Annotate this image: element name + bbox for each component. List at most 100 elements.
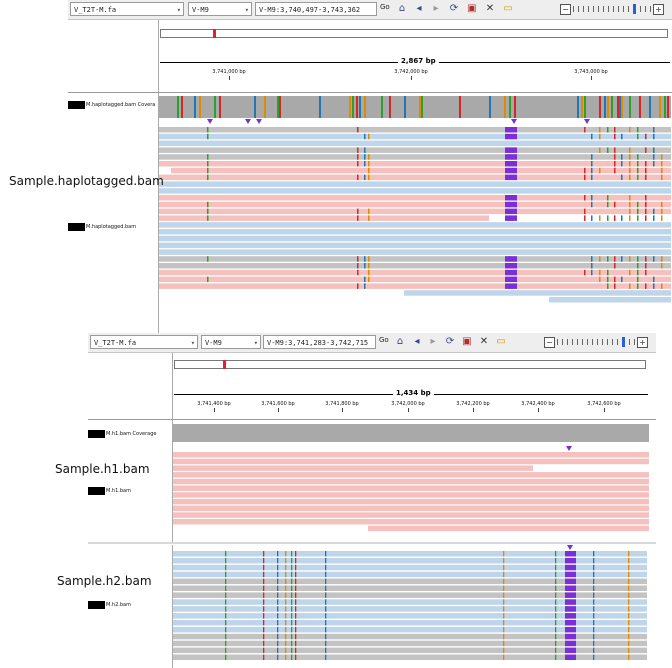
- mismatch-mark: [364, 263, 366, 269]
- coverage-variant-bar: [629, 96, 631, 118]
- mismatch-mark: [593, 578, 595, 585]
- bottom-zoom-slider[interactable]: − +: [544, 336, 648, 348]
- popup-icon[interactable]: ▭: [496, 336, 506, 347]
- h2-sample-label: Sample.h2.bam: [57, 574, 152, 588]
- mismatch-mark: [645, 161, 647, 167]
- mismatch-mark: [285, 633, 287, 640]
- top-genome-select[interactable]: V_T2T-M.fa ▾: [70, 2, 184, 16]
- mismatch-mark: [207, 174, 209, 181]
- h1-alignment-canvas[interactable]: [173, 420, 649, 542]
- home-icon[interactable]: ⌂: [398, 3, 406, 14]
- mismatch-mark: [629, 283, 631, 289]
- region-icon[interactable]: ▣: [462, 336, 472, 347]
- mismatch-mark: [591, 256, 593, 262]
- h2-alignment-track-name[interactable]: M.h2.bam: [106, 602, 131, 608]
- mismatch-mark: [593, 654, 595, 660]
- refresh-icon[interactable]: ⟳: [449, 3, 459, 14]
- mismatch-mark: [555, 606, 557, 612]
- popup-icon[interactable]: ▭: [503, 3, 513, 14]
- coverage-variant-bar: [389, 96, 391, 118]
- h2-alignment-canvas[interactable]: [173, 545, 649, 668]
- alignment-read: [173, 519, 649, 525]
- insertion-label: [505, 147, 517, 153]
- refresh-icon[interactable]: ⟳: [445, 336, 455, 347]
- mismatch-mark: [645, 201, 647, 208]
- h1-coverage-track-name[interactable]: M.h1.bam Coverage: [106, 431, 157, 437]
- mismatch-mark: [263, 626, 265, 633]
- mismatch-mark: [503, 606, 505, 612]
- close-icon[interactable]: ✕: [479, 336, 489, 347]
- bottom-genome-select[interactable]: V_T2T-M.fa ▾: [90, 335, 198, 349]
- mismatch-mark: [645, 263, 647, 269]
- alignment-read: [159, 147, 671, 153]
- alignment-read: [173, 626, 647, 633]
- zoom-out-icon[interactable]: −: [560, 3, 571, 15]
- bottom-ruler-panel: 1,434 bp 3,741,400 bp 3,741,600 bp 3,741…: [88, 353, 656, 420]
- mismatch-mark: [503, 654, 505, 660]
- top-go-button[interactable]: Go: [380, 3, 390, 11]
- forward-icon[interactable]: ▸: [433, 3, 439, 14]
- top-zoom-slider[interactable]: − +: [560, 3, 664, 15]
- mismatch-mark: [653, 127, 655, 133]
- mismatch-mark: [277, 633, 279, 640]
- bottom-chromosome-ideogram[interactable]: [174, 360, 646, 369]
- coverage-variant-bar: [356, 96, 358, 118]
- mismatch-mark: [277, 606, 279, 612]
- mismatch-mark: [661, 167, 663, 174]
- back-icon[interactable]: ◂: [414, 336, 420, 347]
- mismatch-mark: [207, 256, 209, 262]
- mismatch-mark: [591, 154, 593, 160]
- zoom-in-icon[interactable]: +: [637, 336, 648, 348]
- mismatch-mark: [325, 640, 327, 647]
- mismatch-mark: [629, 195, 631, 201]
- alignment-read: [173, 592, 647, 598]
- mismatch-mark: [291, 633, 293, 640]
- zoom-out-icon[interactable]: −: [544, 336, 555, 348]
- alignment-read: [368, 525, 649, 532]
- coverage-variant-bar: [194, 96, 196, 118]
- mismatch-mark: [225, 571, 227, 578]
- mismatch-mark: [593, 647, 595, 654]
- mismatch-mark: [555, 626, 557, 633]
- mismatch-mark: [207, 161, 209, 167]
- back-icon[interactable]: ◂: [416, 3, 422, 14]
- mismatch-mark: [599, 127, 601, 133]
- mismatch-mark: [628, 654, 630, 660]
- mismatch-mark: [593, 633, 595, 640]
- h1-alignment-track-name[interactable]: M.h1.bam: [106, 488, 131, 494]
- mismatch-mark: [295, 620, 297, 626]
- top-alignment-canvas[interactable]: [159, 93, 671, 333]
- bottom-go-button[interactable]: Go: [379, 336, 389, 344]
- insertion-label: [505, 174, 517, 181]
- chevron-down-icon: ▾: [244, 6, 249, 14]
- coverage-variant-bar: [277, 96, 279, 118]
- mismatch-mark: [503, 571, 505, 578]
- home-icon[interactable]: ⌂: [396, 336, 404, 347]
- mismatch-mark: [628, 606, 630, 612]
- region-icon[interactable]: ▣: [467, 3, 477, 14]
- mismatch-mark: [628, 620, 630, 626]
- top-coverage-track-name[interactable]: M.haplotagged.bam Covera: [86, 102, 156, 108]
- bottom-chromosome-select[interactable]: V-M9 ▾: [201, 335, 261, 349]
- mismatch-mark: [645, 283, 647, 289]
- mismatch-mark: [285, 654, 287, 660]
- insertion-label: [505, 263, 517, 269]
- mismatch-mark: [291, 564, 293, 571]
- mismatch-mark: [628, 571, 630, 578]
- forward-icon[interactable]: ▸: [430, 336, 436, 347]
- mismatch-mark: [653, 215, 655, 221]
- mismatch-mark: [364, 256, 366, 262]
- mismatch-mark: [555, 564, 557, 571]
- mismatch-mark: [357, 208, 359, 215]
- zoom-in-icon[interactable]: +: [653, 3, 664, 15]
- top-chromosome-select[interactable]: V-M9 ▾: [188, 2, 252, 16]
- coverage-track: [159, 96, 671, 118]
- coverage-variant-bar: [264, 96, 266, 118]
- top-locus-input[interactable]: V-M9:3,740,497-3,743,362: [255, 2, 377, 16]
- top-chromosome-ideogram[interactable]: [160, 29, 668, 38]
- bottom-locus-input[interactable]: V-M9:3,741,283-3,742,715: [263, 335, 376, 349]
- close-icon[interactable]: ✕: [485, 3, 495, 14]
- mismatch-mark: [295, 633, 297, 640]
- mismatch-mark: [591, 167, 593, 174]
- top-alignment-track-name[interactable]: M.haplotagged.bam: [86, 224, 137, 230]
